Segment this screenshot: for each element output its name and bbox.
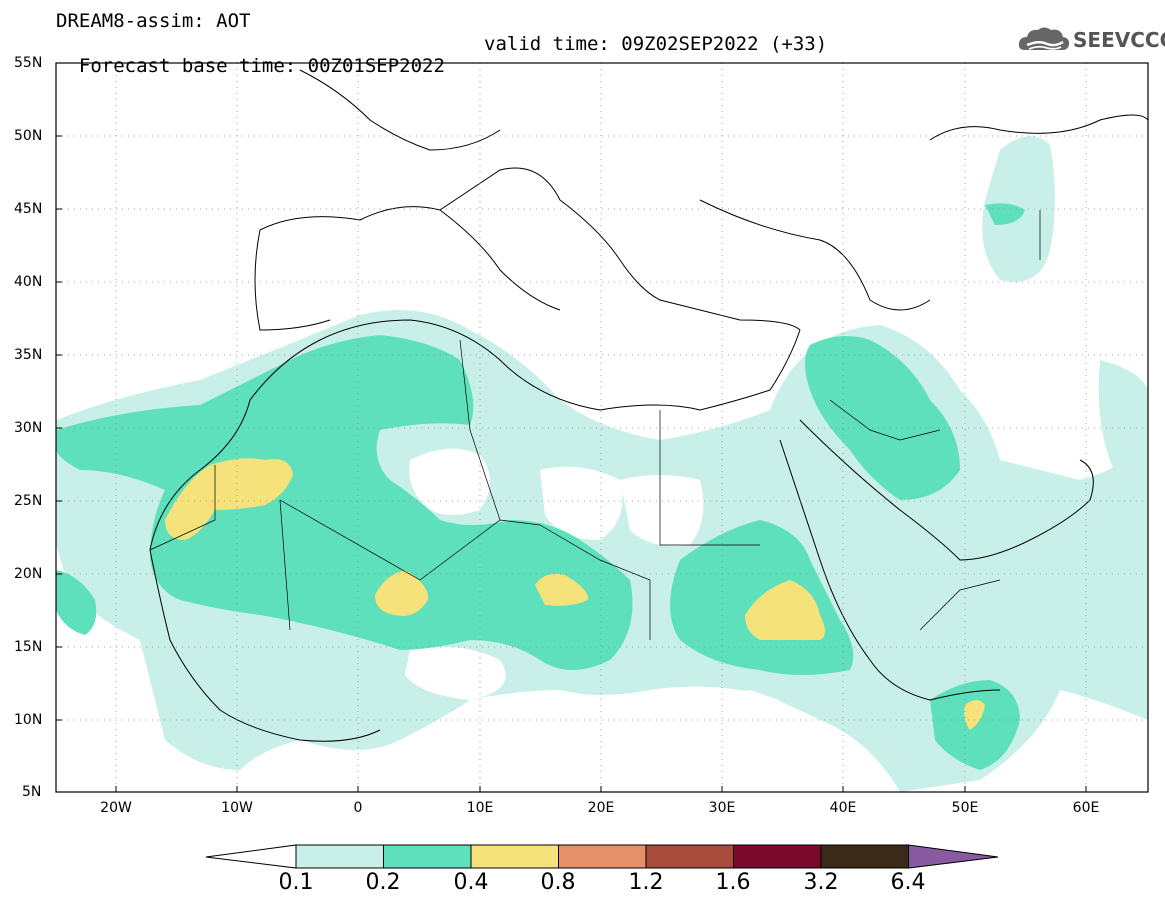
lon-label: 60E xyxy=(1072,800,1100,816)
forecast-base-time: Forecast base time: 00Z01SEP2022 xyxy=(78,55,445,77)
lon-label: 50E xyxy=(951,800,979,816)
colorbar-low-arrow xyxy=(205,844,297,869)
forecast-time-line: Forecast base time: 00Z01SEP2022 valid t… xyxy=(56,33,827,99)
logo-text: SEEVCCC xyxy=(1073,28,1165,52)
lat-label: 30N xyxy=(14,420,43,436)
aot-clear-patch xyxy=(650,686,788,774)
valid-time: valid time: 09Z02SEP2022 (+33) xyxy=(484,33,828,55)
aot-clear-patch xyxy=(620,475,704,546)
aot-band-high xyxy=(535,573,589,606)
lon-label: 20W xyxy=(100,800,132,816)
lat-label: 5N xyxy=(22,784,42,800)
lat-label: 55N xyxy=(14,55,43,71)
lon-label: 40E xyxy=(829,800,857,816)
aot-band-high xyxy=(375,570,429,616)
colorbar-segment xyxy=(645,844,734,869)
colorbar-label: 0.1 xyxy=(278,870,314,895)
aot-band-mid-atlantic xyxy=(56,570,97,635)
lat-label: 40N xyxy=(14,274,43,290)
axis-ticks xyxy=(56,62,1087,792)
lat-label: 45N xyxy=(14,201,43,217)
aot-band-mid-west xyxy=(56,335,633,670)
aot-clear-patch xyxy=(405,646,506,700)
aot-band-mid-caspian xyxy=(985,203,1025,225)
lon-label: 0 xyxy=(353,800,363,816)
graticule xyxy=(56,63,1148,792)
aot-band-high xyxy=(964,700,985,730)
aot-band-high xyxy=(165,458,293,540)
coastlines xyxy=(149,69,1148,742)
colorbar-segment xyxy=(295,844,384,869)
aot-band-low-arabia xyxy=(1098,360,1148,500)
colorbar-label: 1.2 xyxy=(628,870,664,895)
colorbar-segment xyxy=(470,844,559,869)
colorbar-segment xyxy=(820,844,909,869)
aot-band-high xyxy=(745,580,825,640)
colorbar-segment xyxy=(383,844,472,869)
aot-band-mid-iraq xyxy=(805,336,960,500)
colorbar-label: 0.4 xyxy=(453,870,489,895)
colorbar xyxy=(205,844,999,869)
colorbar-segment xyxy=(733,844,822,869)
cloud-icon xyxy=(1018,27,1070,50)
lon-label: 10W xyxy=(221,800,253,816)
lat-label: 20N xyxy=(14,566,43,582)
country-borders xyxy=(149,210,1041,640)
lon-label: 10E xyxy=(466,800,494,816)
lat-label: 35N xyxy=(14,347,43,363)
colorbar-label: 6.4 xyxy=(890,870,926,895)
colorbar-high-arrow xyxy=(908,844,999,869)
colorbar-label: 0.2 xyxy=(365,870,401,895)
aot-clear-patch xyxy=(409,448,490,515)
colorbar-label: 3.2 xyxy=(803,870,839,895)
lat-label: 25N xyxy=(14,493,43,509)
map-title: DREAM8-assim: AOT xyxy=(56,10,251,32)
lat-label: 50N xyxy=(14,128,43,144)
seevccc-logo: SEEVCCC xyxy=(1017,24,1165,56)
lat-label: 10N xyxy=(14,712,43,728)
lat-label: 15N xyxy=(14,639,43,655)
aot-field xyxy=(56,63,1148,792)
colorbar-label: 1.6 xyxy=(715,870,751,895)
aot-clear-patch xyxy=(540,466,623,540)
colorbar-segment xyxy=(558,844,647,869)
lon-label: 20E xyxy=(587,800,615,816)
colorbar-label: 0.8 xyxy=(540,870,576,895)
lon-label: 30E xyxy=(708,800,736,816)
